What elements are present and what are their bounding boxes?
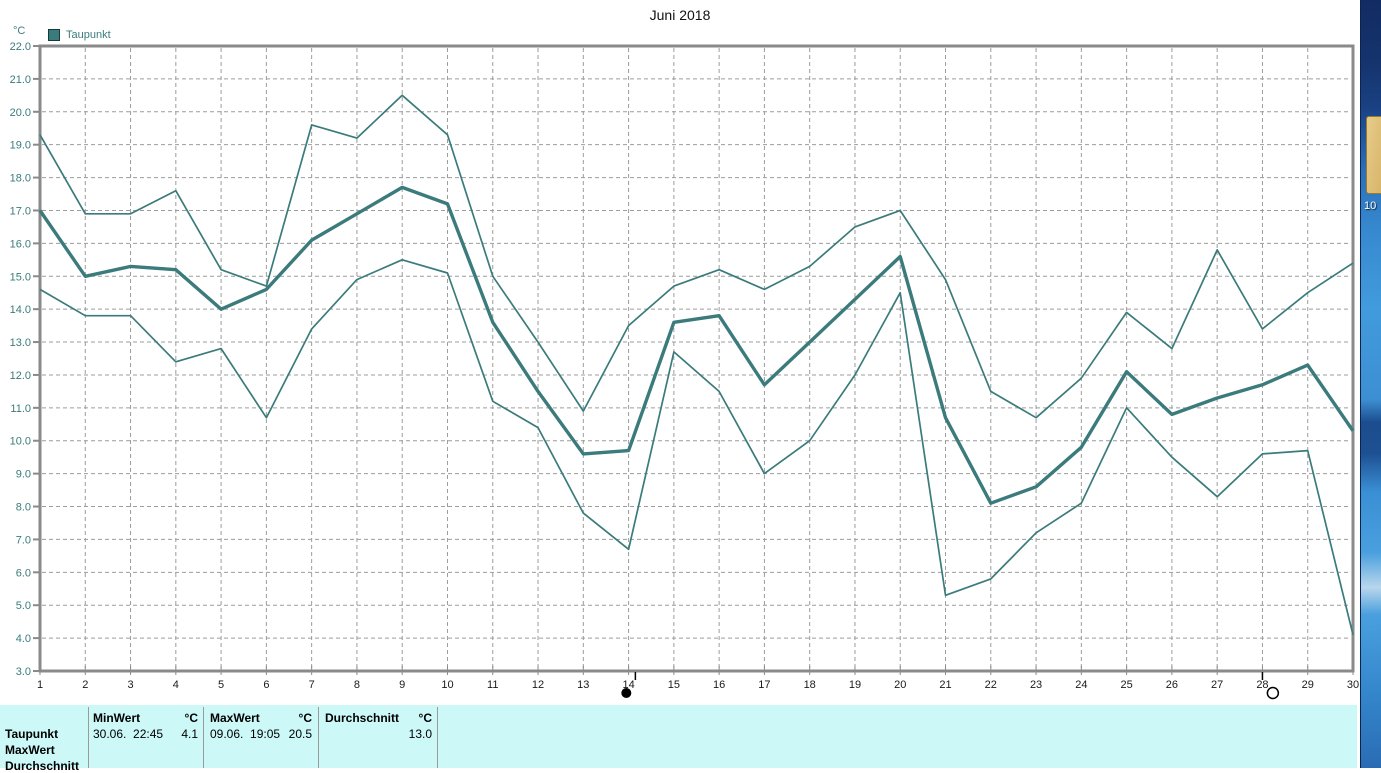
x-tick-label: 24 [1075,679,1087,691]
y-axis-unit-label: °C [13,25,26,37]
x-tick-label: 16 [713,679,725,691]
series-line-daily-mean [38,185,1355,505]
y-tick-label: 16.0 [10,238,31,250]
y-tick-label: 21.0 [10,74,31,86]
summary-row-label-maxwert: MaxWert [5,743,55,757]
summary-row-label-durchschnitt: Durchschnitt [5,759,80,773]
maxwert-unit: °C [298,711,312,725]
durchschnitt-unit: °C [418,711,432,725]
table-divider [203,707,204,768]
y-tick-label: 19.0 [10,140,31,152]
x-tick-label: 25 [1120,679,1132,691]
dewpoint-line-chart: 3.0 4.0 5.0 6.0 7.0 8.0 9.0 10.0 11.0 12.0 13.0 14.… [10,41,1359,700]
y-tick-label: 8.0 [16,502,31,514]
x-tick-label: 5 [218,679,224,691]
y-tick-label: 11.0 [10,403,31,415]
x-tick-label: 18 [804,679,816,691]
x-tick-label: 23 [1030,679,1042,691]
desktop-icon-label[interactable]: 10 [1364,200,1377,212]
new-moon-marker-icon [621,688,632,698]
summary-row-label-taupunkt: Taupunkt [5,727,59,741]
series-line-daily-max [39,94,1354,419]
x-tick-label: 2 [82,679,88,691]
x-tick-label: 1 [37,679,43,691]
table-divider [318,707,319,768]
x-tick-label: 26 [1166,679,1178,691]
full-moon-marker-icon [1266,686,1280,700]
y-tick-label: 14.0 [10,304,31,316]
maxwert-value: 20.5 [288,727,312,741]
y-tick-label: 9.0 [16,469,31,481]
durchschnitt-header: Durchschnitt [325,711,400,725]
x-tick-label: 7 [309,679,315,691]
y-tick-label: 13.0 [10,337,31,349]
x-tick-label: 28 [1256,679,1268,691]
y-tick-label: 10.0 [10,436,31,448]
y-tick-label: 6.0 [16,567,31,579]
y-tick-label: 7.0 [16,534,31,546]
durchschnitt-value: 13.0 [408,727,432,741]
x-tick-label: 20 [894,679,906,691]
x-tick-label: 11 [487,679,498,691]
x-tick-label: 14 [622,679,634,691]
x-tick-label: 29 [1302,679,1314,691]
maxwert-datetime: 09.06. 19:05 [210,727,281,741]
legend-swatch-taupunkt [48,29,60,41]
maxwert-header: MaxWert [210,711,260,725]
x-tick-label: 27 [1211,679,1223,691]
plot-border [38,44,1355,673]
x-tick-label: 10 [441,679,453,691]
x-tick-label: 15 [668,679,680,691]
y-tick-label: 18.0 [10,173,31,185]
table-divider [88,707,89,768]
y-tick-label: 15.0 [10,271,31,283]
x-tick-label: 17 [758,679,770,691]
x-tick-label: 9 [399,679,405,691]
x-tick-label: 4 [173,679,179,691]
table-divider [437,707,438,768]
summary-panel: Taupunkt MaxWert Durchschnitt MinWert °C… [0,705,1357,773]
x-tick-label: 6 [263,679,269,691]
y-tick-label: 5.0 [16,600,31,612]
minwert-unit: °C [184,711,198,725]
minwert-value: 4.1 [181,727,198,741]
y-tick-label: 20.0 [10,107,31,119]
x-tick-label: 19 [849,679,861,691]
chart-title: Juni 2018 [649,7,711,23]
legend-label-taupunkt: Taupunkt [66,29,111,41]
y-tick-label: 17.0 [10,205,31,217]
minwert-datetime: 30.06. 22:45 [93,727,164,741]
x-tick-label: 30 [1347,679,1359,691]
x-tick-label: 21 [939,679,951,691]
desktop-strip: 10 [1360,0,1381,768]
series-line-daily-min [39,258,1354,636]
y-tick-label: 22.0 [10,41,31,53]
y-tick-label: 3.0 [16,666,31,678]
x-tick-label: 13 [577,679,589,691]
y-tick-label: 4.0 [16,633,31,645]
x-tick-label: 12 [532,679,544,691]
folder-icon[interactable] [1366,116,1381,194]
legend: Taupunkt [48,29,111,41]
minwert-header: MinWert [93,711,141,725]
x-tick-label: 8 [354,679,360,691]
x-tick-label: 22 [985,679,997,691]
y-tick-label: 12.0 [10,370,31,382]
x-tick-label: 3 [127,679,133,691]
